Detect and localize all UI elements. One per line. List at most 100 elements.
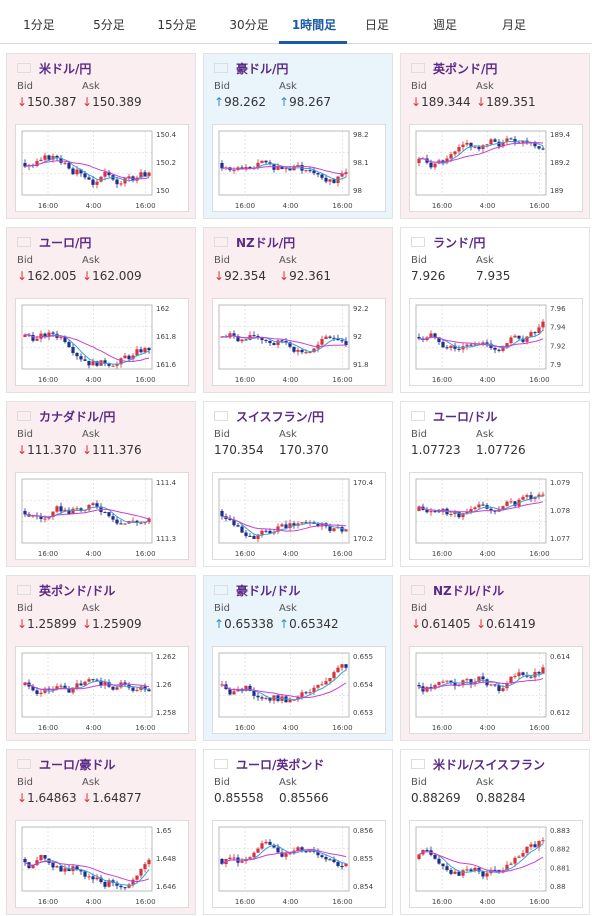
rate-card[interactable]: NZドル/円 Bid Ask ↓92.354 ↓92.361 92.2 92 91.…	[203, 227, 393, 393]
mini-candlestick-chart[interactable]: 0.883 0.882 0.881 0.88 16:00 4:00 16:00	[409, 820, 583, 908]
tab-4[interactable]: 1時間足	[291, 18, 337, 32]
mini-candlestick-chart[interactable]: 189.4 189.2 189 16:00 4:00 16:00	[409, 124, 583, 212]
mini-candlestick-chart[interactable]: 0.856 0.855 0.854 16:00 4:00 16:00	[212, 820, 386, 908]
mini-candlestick-chart[interactable]: 7.96 7.94 7.92 7.9 16:00 4:00 16:00	[409, 298, 583, 386]
rate-card[interactable]: 豪ドル/ドル Bid Ask ↑0.65338 ↑0.65342 0.655 0.…	[203, 575, 393, 741]
x-tick-label: 4:00	[283, 376, 299, 384]
y-tick-label: 170.2	[353, 535, 373, 543]
pair-name[interactable]: NZドル/ドル	[433, 584, 505, 598]
candle	[304, 522, 308, 524]
rate-card[interactable]: 豪ドル/円 Bid Ask ↑98.262 ↑98.267 98.2 98.1 98…	[203, 53, 393, 219]
pair-name[interactable]: 豪ドル/ドル	[236, 584, 301, 598]
eu-flag-icon	[17, 237, 31, 247]
pair-name[interactable]: NZドル/円	[236, 236, 296, 250]
pair-name[interactable]: ランド/円	[433, 236, 486, 250]
tab-6[interactable]: 週足	[432, 18, 457, 32]
x-tick-label: 16:00	[135, 550, 155, 558]
rate-card[interactable]: 英ポンド/円 Bid Ask ↓189.344 ↓189.351 189.4 18…	[400, 53, 590, 219]
rate-card[interactable]: ユーロ/豪ドル Bid Ask ↓1.64863 ↓1.64877 1.65 1.…	[6, 749, 196, 915]
candle	[123, 887, 127, 889]
rate-card[interactable]: カナダドル/円 Bid Ask ↓111.370 ↓111.376 111.4 1…	[6, 401, 196, 567]
pair-name[interactable]: 英ポンド/ドル	[39, 584, 116, 598]
y-tick-label: 0.856	[353, 827, 374, 835]
candle	[135, 689, 139, 691]
candle	[425, 687, 429, 692]
y-tick-label: 111.3	[156, 535, 176, 543]
rate-card[interactable]: ユーロ/ドル Bid Ask 1.07723 1.07726 1.079 1.07…	[400, 401, 590, 567]
candle	[115, 179, 119, 185]
ask-value: ↓92.361	[279, 269, 332, 283]
ask-value: ↓1.25909	[82, 617, 142, 631]
us-flag-icon	[17, 63, 31, 73]
tab-2[interactable]: 15分足	[157, 18, 197, 32]
rate-card[interactable]: 米ドル/円 Bid Ask ↓150.387 ↓150.389 150.4 150…	[6, 53, 196, 219]
candle	[513, 139, 517, 143]
mini-candlestick-chart[interactable]: 162 161.8 161.6 16:00 4:00 16:00	[15, 298, 189, 386]
tab-7[interactable]: 月足	[501, 18, 526, 32]
rate-card[interactable]: スイスフラン/円 Bid Ask 170.354 170.370 170.4 17…	[203, 401, 393, 567]
tab-5[interactable]: 日足	[364, 18, 389, 32]
pair-name[interactable]: カナダドル/円	[39, 410, 116, 424]
candle	[441, 681, 445, 683]
mini-candlestick-chart[interactable]: 170.4 170.2 16:00 4:00 16:00	[212, 472, 386, 560]
candle	[280, 852, 284, 857]
pair-name[interactable]: 豪ドル/円	[236, 62, 289, 76]
mini-candlestick-chart[interactable]: 1.262 1.26 1.258 16:00 4:00 16:00	[15, 646, 189, 734]
mini-candlestick-chart[interactable]: 1.079 1.078 1.077 16:00 4:00 16:00	[409, 472, 583, 560]
candle	[51, 689, 55, 691]
x-tick-label: 4:00	[283, 202, 299, 210]
y-tick-label: 0.855	[353, 855, 373, 863]
mini-candlestick-chart[interactable]: 0.614 0.612 16:00 4:00 16:00	[409, 646, 583, 734]
mini-candlestick-chart[interactable]: 0.655 0.654 0.653 16:00 4:00 16:00	[212, 646, 386, 734]
candle	[336, 338, 340, 341]
pair-name[interactable]: 米ドル/円	[39, 62, 92, 76]
rate-card[interactable]: 英ポンド/ドル Bid Ask ↓1.25899 ↓1.25909 1.262 1…	[6, 575, 196, 741]
ask-label: Ask	[279, 777, 297, 788]
candle	[449, 345, 453, 348]
candle	[537, 494, 541, 497]
pair-name[interactable]: 米ドル/スイスフラン	[433, 758, 546, 772]
candle	[35, 860, 39, 866]
trend-arrow-icon: ↓	[82, 443, 93, 457]
pair-name[interactable]: ユーロ/ドル	[433, 410, 498, 424]
pair-name[interactable]: 英ポンド/円	[433, 62, 498, 76]
candle	[280, 165, 284, 170]
mini-candlestick-chart[interactable]: 1.65 1.648 1.646 16:00 4:00 16:00	[15, 820, 189, 908]
candle	[537, 146, 541, 149]
rate-card[interactable]: ユーロ/英ポンド Bid Ask 0.85558 0.85566 0.856 0.…	[203, 749, 393, 915]
rate-card[interactable]: ランド/円 Bid Ask 7.926 7.935 7.96 7.94 7.92 7.…	[400, 227, 590, 393]
candle	[103, 881, 107, 887]
x-tick-label: 16:00	[432, 550, 452, 558]
tab-3[interactable]: 30分足	[229, 18, 269, 32]
candle	[123, 523, 127, 525]
pair-name[interactable]: ユーロ/円	[39, 236, 92, 250]
candle	[465, 679, 469, 681]
rate-card[interactable]: NZドル/ドル Bid Ask ↓0.61405 ↓0.61419 0.614 0…	[400, 575, 590, 741]
candle	[127, 355, 131, 360]
candle	[437, 337, 441, 343]
tab-0[interactable]: 1分足	[23, 18, 55, 32]
x-tick-label: 16:00	[135, 376, 155, 384]
mini-candlestick-chart[interactable]: 150.4 150.2 150 16:00 4:00 16:00	[15, 124, 189, 212]
candle	[481, 342, 485, 345]
rate-card[interactable]: 米ドル/スイスフラン Bid Ask 0.88269 0.88284 0.883…	[400, 749, 590, 915]
ask-label: Ask	[279, 81, 297, 92]
candle	[91, 503, 95, 505]
pair-name[interactable]: ユーロ/英ポンド	[236, 758, 325, 772]
candle	[284, 524, 288, 529]
pair-name[interactable]: スイスフラン/円	[236, 410, 325, 424]
candle	[147, 518, 151, 523]
candle	[51, 863, 55, 868]
x-tick-label: 16:00	[38, 376, 58, 384]
mini-candlestick-chart[interactable]: 98.2 98.1 98 16:00 4:00 16:00	[212, 124, 386, 212]
y-tick-label: 189.2	[550, 159, 570, 167]
y-tick-label: 0.881	[550, 864, 570, 872]
pair-name[interactable]: ユーロ/豪ドル	[39, 758, 116, 772]
x-tick-label: 4:00	[480, 202, 496, 210]
mini-candlestick-chart[interactable]: 92.2 92 91.8 16:00 4:00 16:00	[212, 298, 386, 386]
candle	[340, 664, 344, 668]
mini-candlestick-chart[interactable]: 111.4 111.3 16:00 4:00 16:00	[15, 472, 189, 560]
tab-1[interactable]: 5分足	[93, 18, 125, 32]
candle	[481, 504, 485, 506]
rate-card[interactable]: ユーロ/円 Bid Ask ↓162.005 ↓162.009 162 161.8…	[6, 227, 196, 393]
